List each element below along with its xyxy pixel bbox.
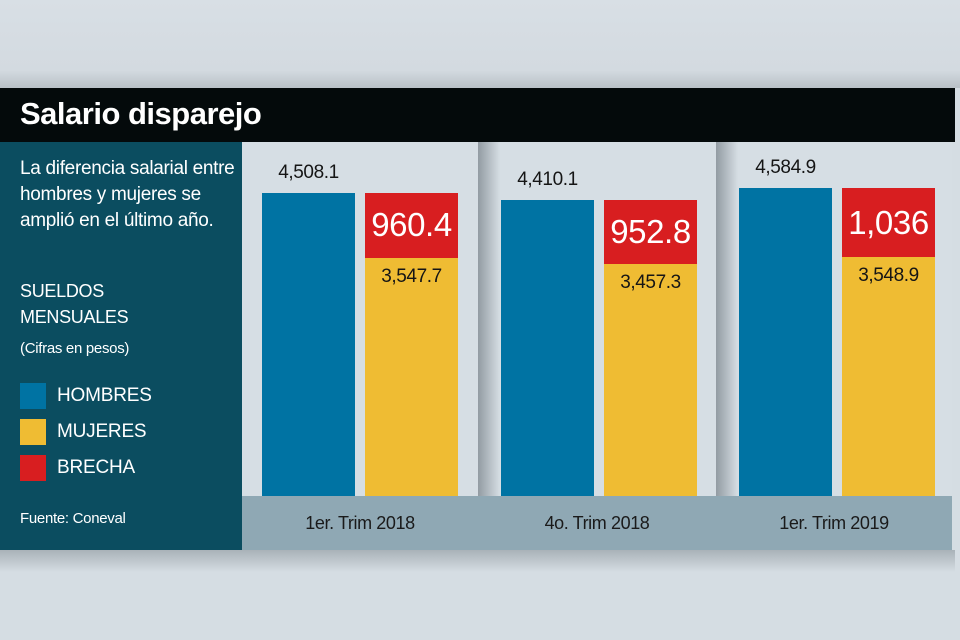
bar-brecha — [842, 187, 935, 258]
info-panel: La diferencia salarial entre hombres y m… — [0, 142, 242, 550]
bar-mujeres — [365, 257, 458, 496]
bar-hombres — [501, 199, 594, 496]
label-brecha: 960.4 — [371, 206, 452, 244]
bottom-shadow — [0, 550, 955, 572]
bar-hombres — [262, 193, 355, 496]
legend-label: BRECHA — [57, 457, 135, 478]
legend-swatch-brecha — [20, 455, 46, 481]
chart-subtitle: SUELDOS MENSUALES — [20, 278, 129, 330]
label-hombres: 4,584.9 — [755, 156, 816, 178]
category-label: 4o. Trim 2018 — [544, 513, 650, 533]
label-hombres: 4,410.1 — [517, 168, 578, 190]
label-hombres: 4,508.1 — [278, 162, 339, 183]
category-panel: 4,410.1 3,457.3 952.8 4o. Trim 2018 — [478, 142, 716, 550]
category-panel: 4,508.1 3,547.7 960.4 1er. Trim 2018 — [242, 142, 478, 550]
bar-brecha — [604, 199, 697, 264]
bar-brecha — [365, 193, 458, 258]
category-label: 1er. Trim 2018 — [305, 513, 415, 533]
label-mujeres: 3,548.9 — [858, 265, 919, 287]
bar-mujeres — [842, 257, 935, 496]
label-mujeres: 3,457.3 — [620, 271, 681, 293]
subtitle-line-1: SUELDOS — [20, 281, 104, 301]
label-mujeres: 3,547.7 — [381, 265, 442, 287]
panel-shadow — [716, 142, 738, 550]
legend-label: MUJERES — [57, 421, 147, 442]
panel-shadow — [478, 142, 500, 550]
category-footer: 4o. Trim 2018 — [478, 496, 716, 550]
category-footer: 1er. Trim 2018 — [242, 496, 478, 550]
bar-mujeres — [604, 263, 697, 496]
source-note: Fuente: Coneval — [20, 510, 126, 527]
legend-item-mujeres: MUJERES — [20, 419, 147, 445]
legend-swatch-hombres — [20, 383, 46, 409]
description: La diferencia salarial entre hombres y m… — [20, 158, 235, 231]
bar-hombres — [739, 187, 832, 496]
category-panel: 4,584.9 3,548.9 1,036 1er. Trim 2019 — [716, 142, 952, 550]
background-top — [0, 0, 960, 88]
units-label: (Cifras en pesos) — [20, 340, 130, 357]
label-brecha: 952.8 — [610, 212, 691, 250]
legend-swatch-mujeres — [20, 419, 46, 445]
title-bar: Salario disparejo — [0, 88, 955, 142]
category-footer: 1er. Trim 2019 — [716, 496, 952, 550]
chart-title: Salario disparejo — [20, 96, 262, 131]
label-brecha: 1,036 — [848, 203, 929, 241]
legend-item-hombres: HOMBRES — [20, 383, 152, 409]
category-label: 1er. Trim 2019 — [779, 513, 889, 533]
legend-item-brecha: BRECHA — [20, 455, 135, 481]
legend-label: HOMBRES — [57, 385, 152, 406]
subtitle-line-2: MENSUALES — [20, 307, 129, 327]
